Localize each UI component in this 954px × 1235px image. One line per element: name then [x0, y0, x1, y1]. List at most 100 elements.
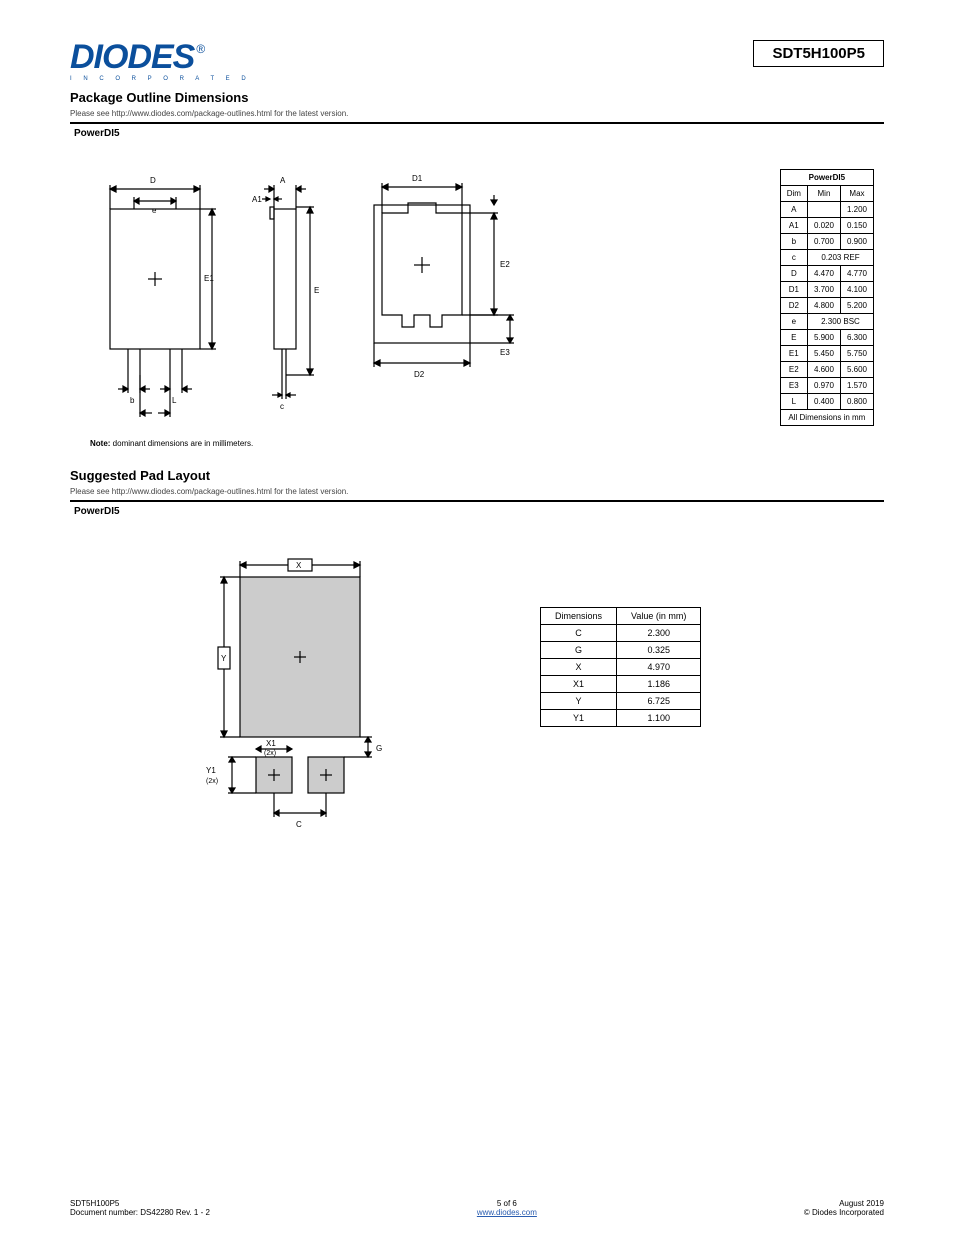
section-landpad: Suggested Pad Layout Please see http://w… [70, 468, 884, 517]
drawing-side: A A1 E c [246, 169, 326, 429]
dim-hdr-dim: Dim [780, 186, 807, 202]
dim-cell: 4.600 [807, 362, 840, 378]
pad-row: G0.325 [541, 642, 701, 659]
footer-center-1: 5 of 6 [210, 1199, 804, 1208]
lp-X: X [296, 561, 302, 570]
pad-row: X4.970 [541, 659, 701, 676]
pad-row: Y6.725 [541, 693, 701, 710]
drawing-landpad: X Y X1 (2x) G Y1 (2x) C [180, 547, 420, 847]
dim-e-label: e [152, 206, 157, 215]
outline-sub: Please see http://www.diodes.com/package… [70, 109, 884, 118]
footer-right-1: August 2019 [804, 1199, 884, 1208]
dim-table-name: PowerDI5 [780, 170, 873, 186]
dim-cell: 2.300 BSC [807, 314, 873, 330]
logo-reg: ® [196, 42, 205, 56]
dim-cell: 0.700 [807, 234, 840, 250]
pad-hdr-val: Value (in mm) [617, 608, 701, 625]
lp-C: C [296, 820, 302, 829]
dim-L-label: L [172, 396, 177, 405]
footer-link[interactable]: www.diodes.com [477, 1208, 537, 1217]
dim-cell: A [780, 202, 807, 218]
footer-left-1: SDT5H100P5 [70, 1199, 210, 1208]
pad-cell: G [541, 642, 617, 659]
dim-row: b0.7000.900 [780, 234, 873, 250]
pad-cell: 4.970 [617, 659, 701, 676]
page: DIODES ® I N C O R P O R A T E D SDT5H10… [0, 0, 954, 1235]
pad-row: X11.186 [541, 676, 701, 693]
dim-cell: c [780, 250, 807, 266]
dim-cell: 0.800 [840, 394, 873, 410]
logo-sub: I N C O R P O R A T E D [70, 76, 251, 82]
footer-left: SDT5H100P5 Document number: DS42280 Rev.… [70, 1199, 210, 1217]
dim-hdr-min: Min [807, 186, 840, 202]
landpad-row: X Y X1 (2x) G Y1 (2x) C Dimensions Value… [70, 547, 884, 847]
outline-title: Package Outline Dimensions [70, 90, 884, 105]
dim-cell: E [780, 330, 807, 346]
dim-cell: E1 [780, 346, 807, 362]
dim-cell: b [780, 234, 807, 250]
dim-cell: 5.900 [807, 330, 840, 346]
dim-cell: E2 [780, 362, 807, 378]
note: Note: dominant dimensions are in millime… [90, 439, 884, 448]
dim-b-label: b [130, 396, 135, 405]
dim-cell: 4.770 [840, 266, 873, 282]
pad-cell: Y [541, 693, 617, 710]
note-label: Note: [90, 439, 113, 448]
dim-cell: 4.800 [807, 298, 840, 314]
dim-cell: 0.150 [840, 218, 873, 234]
dim-cell: L [780, 394, 807, 410]
dim-row: E30.9701.570 [780, 378, 873, 394]
dim-cell: 1.200 [840, 202, 873, 218]
dim-D1-label: D1 [412, 174, 423, 183]
dim-cell: 0.020 [807, 218, 840, 234]
dim-D-label: D [150, 176, 156, 185]
dim-cell: D [780, 266, 807, 282]
landpad-title: Suggested Pad Layout [70, 468, 884, 483]
dim-row: e2.300 BSC [780, 314, 873, 330]
drawing-bottom: D1 D2 E2 E3 [352, 169, 522, 389]
dim-E3-label: E3 [500, 348, 510, 357]
part-number-box: SDT5H100P5 [753, 40, 884, 67]
dim-cell: 4.100 [840, 282, 873, 298]
dim-cell: 4.470 [807, 266, 840, 282]
dim-cell: 0.970 [807, 378, 840, 394]
pad-cell: 6.725 [617, 693, 701, 710]
logo-main: DIODES [70, 40, 194, 74]
dim-row: D13.7004.100 [780, 282, 873, 298]
dim-cell: 0.203 REF [807, 250, 873, 266]
pad-row: Y11.100 [541, 710, 701, 727]
dim-row: A10.0200.150 [780, 218, 873, 234]
lp-Y1: Y1 [206, 766, 216, 775]
dim-row: c0.203 REF [780, 250, 873, 266]
pad-cell: X1 [541, 676, 617, 693]
dim-cell: 1.570 [840, 378, 873, 394]
divider [70, 122, 884, 124]
pad-cell: 0.325 [617, 642, 701, 659]
dim-units: All Dimensions in mm [780, 410, 873, 426]
footer-right-2: © Diodes Incorporated [804, 1208, 884, 1217]
dim-row: A 1.200 [780, 202, 873, 218]
lp-G: G [376, 744, 382, 753]
dim-D2-label: D2 [414, 370, 425, 379]
lp-x2-1: (2x) [264, 750, 276, 757]
dim-cell: 5.450 [807, 346, 840, 362]
dim-cell: 6.300 [840, 330, 873, 346]
dim-table: PowerDI5 Dim Min Max A1.200A10.0200.150b… [780, 169, 874, 426]
dim-A1-label: A1 [252, 195, 262, 204]
dim-c-label: c [280, 402, 284, 411]
pad-row: C2.300 [541, 625, 701, 642]
outline-code: PowerDI5 [74, 128, 884, 139]
dim-row: L0.4000.800 [780, 394, 873, 410]
dim-cell: 5.600 [840, 362, 873, 378]
lp-X1: X1 [266, 739, 276, 748]
footer-right: August 2019 © Diodes Incorporated [804, 1199, 884, 1217]
logo: DIODES ® I N C O R P O R A T E D [70, 40, 251, 82]
dim-cell: E3 [780, 378, 807, 394]
drawing-front: D e E1 b L [90, 169, 220, 429]
dim-cell: D2 [780, 298, 807, 314]
dim-E-label: E [314, 286, 319, 295]
note-text: dominant dimensions are in millimeters. [113, 439, 254, 448]
pad-hdr-dim: Dimensions [541, 608, 617, 625]
landpad-sub: Please see http://www.diodes.com/package… [70, 487, 884, 496]
pad-cell: 1.100 [617, 710, 701, 727]
